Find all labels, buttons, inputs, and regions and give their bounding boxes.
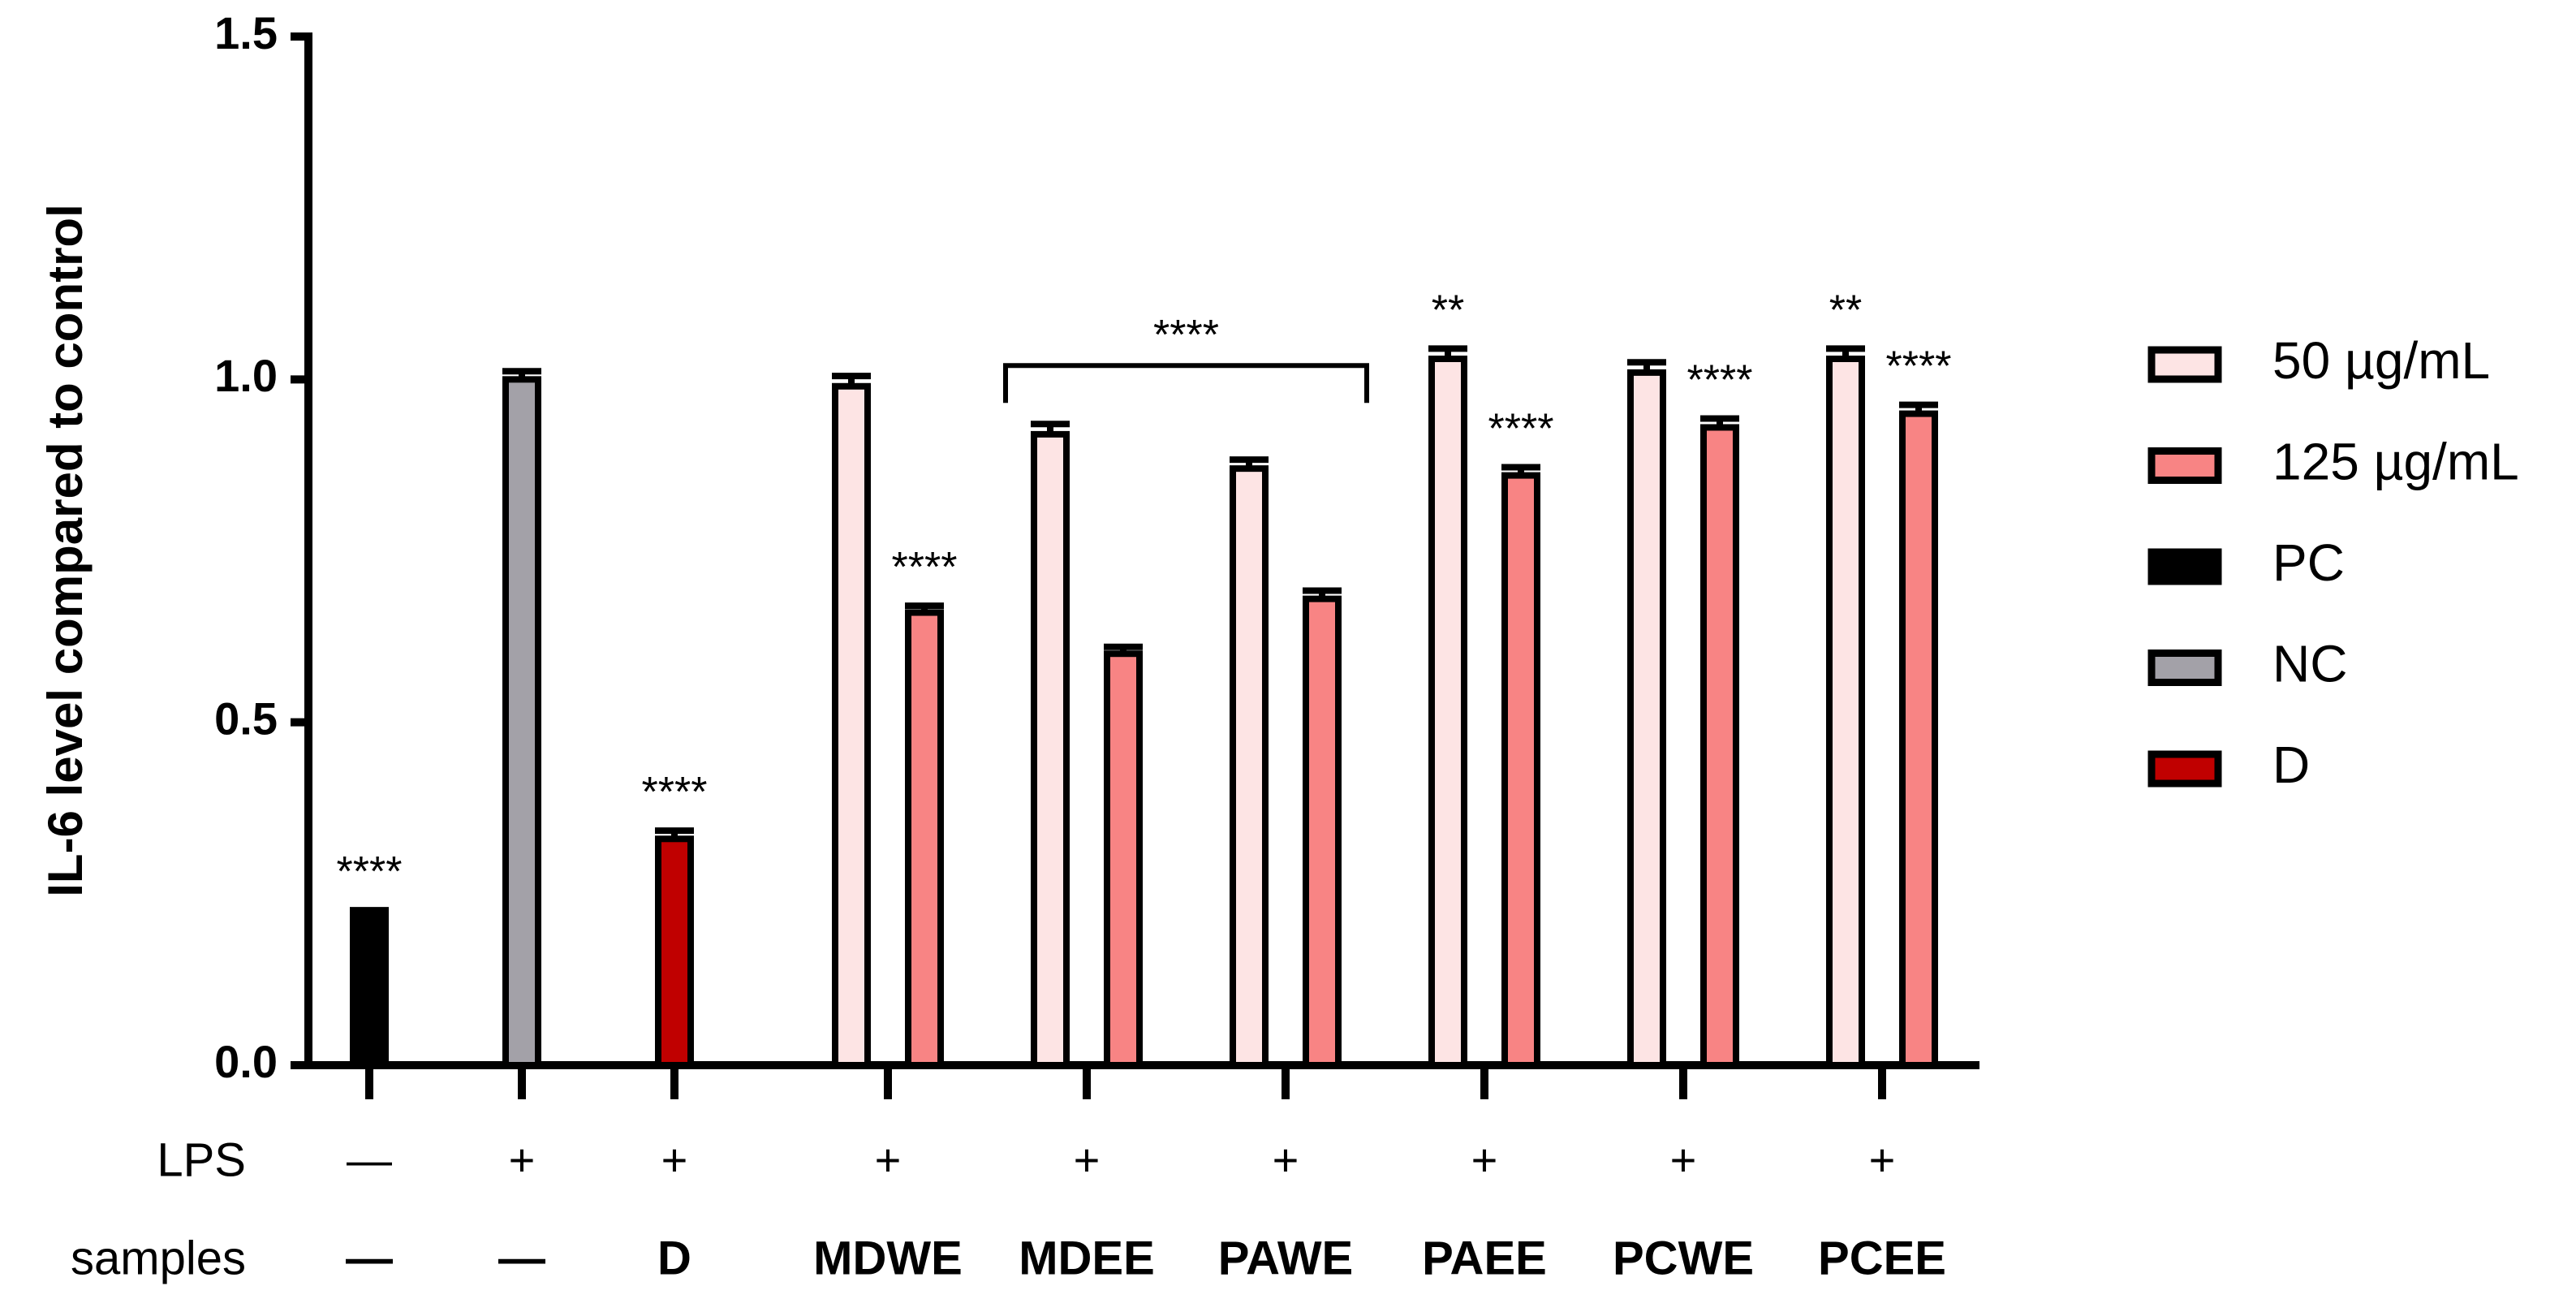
legend-swatch: [2147, 548, 2222, 585]
lps-label: +: [509, 1134, 536, 1185]
x-tick-label: PCWE: [1613, 1232, 1754, 1284]
x-tick-label: —: [346, 1232, 393, 1284]
lps-label: +: [1273, 1134, 1299, 1185]
bar: [502, 376, 541, 1069]
x-tick-label: PAEE: [1422, 1232, 1547, 1284]
error-bar: [1700, 415, 1739, 428]
significance-label: ****: [892, 544, 958, 591]
x-tick-label: D: [657, 1232, 691, 1284]
legend-swatch: [2147, 650, 2222, 686]
lps-label: +: [1670, 1134, 1697, 1185]
bracket-label: ****: [1153, 312, 1219, 359]
y-axis-label: IL-6 level compared to control: [38, 204, 93, 897]
error-bar: [832, 373, 871, 386]
error-bar: [1230, 456, 1269, 469]
error-bar: [1428, 345, 1467, 359]
error-bar: [1899, 401, 1938, 414]
row-label: samples: [71, 1232, 246, 1284]
significance-label: ****: [1488, 405, 1554, 452]
error-bar: [1031, 421, 1070, 434]
legend-swatch: [2147, 447, 2222, 484]
legend-label: D: [2272, 736, 2310, 794]
x-tick-label: PCEE: [1818, 1232, 1946, 1284]
error-bar: [502, 368, 541, 380]
legend-swatch: [2147, 750, 2222, 788]
bar: [832, 382, 871, 1068]
bar: [350, 911, 389, 1068]
bar: [1104, 650, 1143, 1068]
legend-label: PC: [2272, 533, 2345, 592]
lps-label: —: [347, 1134, 392, 1185]
y-tick-label: 1.0: [214, 350, 278, 401]
bar: [655, 835, 694, 1068]
error-bar: [655, 827, 694, 839]
y-tick-label: 1.5: [214, 7, 278, 58]
y-tick-label: 0.0: [214, 1036, 278, 1087]
bar: [1501, 472, 1540, 1068]
bar: [1230, 465, 1269, 1068]
significance-label: **: [1829, 287, 1862, 334]
x-tick-label: MDWE: [813, 1232, 963, 1284]
lps-label: +: [875, 1134, 902, 1185]
error-bar: [1627, 359, 1666, 373]
significance-label: ****: [337, 848, 403, 896]
bracket: [1003, 363, 1369, 404]
row-label: LPS: [157, 1133, 246, 1186]
bar: [1627, 369, 1666, 1068]
error-bar: [350, 907, 389, 915]
lps-label: +: [1074, 1134, 1101, 1185]
legend-label: 50 µg/mL: [2272, 331, 2490, 390]
lps-label: +: [1869, 1134, 1896, 1185]
legend-label: NC: [2272, 634, 2347, 693]
lps-label: +: [661, 1134, 688, 1185]
error-bar: [905, 602, 944, 613]
x-tick-label: MDEE: [1019, 1232, 1155, 1284]
x-tick-label: —: [498, 1232, 545, 1284]
legend-swatch: [2147, 346, 2222, 383]
error-bar: [1104, 643, 1143, 654]
significance-label: **: [1432, 287, 1464, 334]
bar: [1899, 410, 1938, 1069]
bar: [905, 609, 944, 1068]
significance-label: ****: [1886, 343, 1952, 391]
bar: [1031, 430, 1070, 1068]
y-tick-label: 0.5: [214, 693, 278, 744]
bar: [1428, 355, 1467, 1068]
error-bar: [1826, 345, 1865, 359]
bar: [1700, 424, 1739, 1068]
error-bar: [1501, 464, 1540, 476]
significance-label: ****: [642, 769, 708, 816]
legend-label: 125 µg/mL: [2272, 432, 2519, 490]
significance-label: ****: [1687, 356, 1753, 404]
x-tick-label: PAWE: [1218, 1232, 1354, 1284]
error-bar: [1303, 587, 1342, 599]
lps-label: +: [1471, 1134, 1498, 1185]
bar: [1826, 355, 1865, 1068]
bar: [1303, 595, 1342, 1068]
